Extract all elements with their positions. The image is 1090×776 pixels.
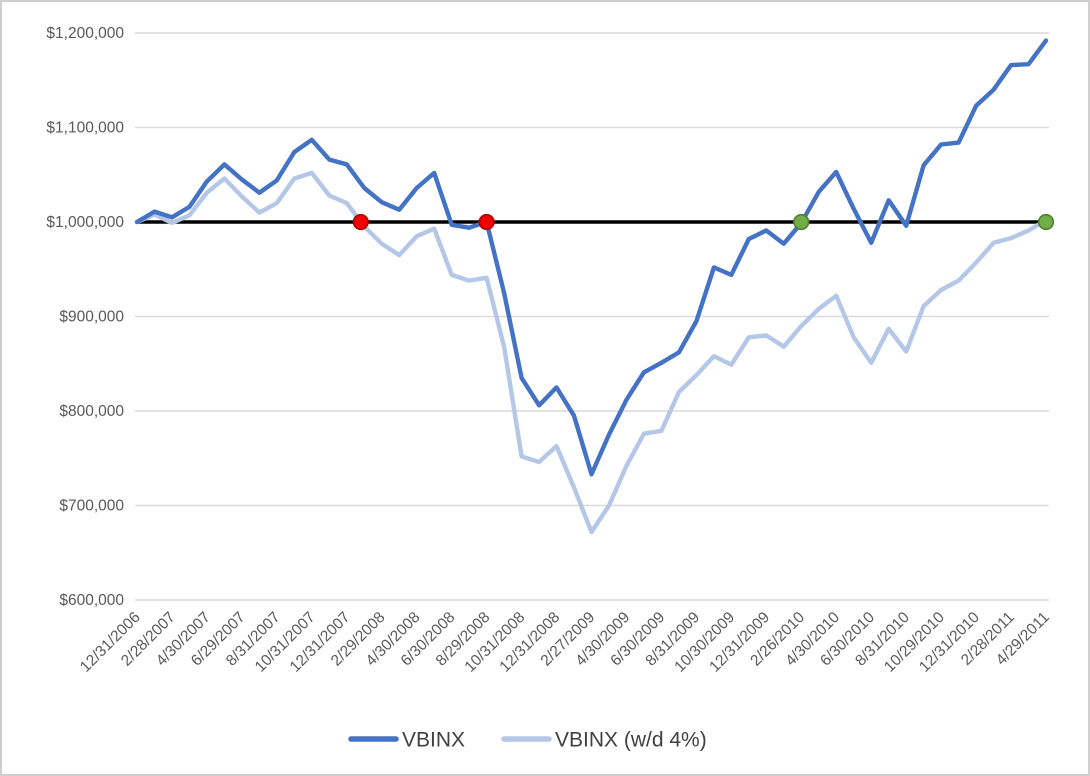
y-axis-tick-label: $1,100,000 bbox=[46, 120, 124, 137]
y-axis-tick-label: $800,000 bbox=[59, 403, 124, 420]
y-axis-tick-label: $1,200,000 bbox=[46, 25, 124, 42]
y-axis-tick-label: $700,000 bbox=[59, 498, 124, 515]
series-lines-group bbox=[134, 38, 1049, 535]
y-axis-tick-label: $600,000 bbox=[59, 592, 124, 609]
crossing-markers-group bbox=[352, 213, 1055, 231]
legend-label-vbinx: VBINX bbox=[402, 729, 465, 752]
crossing-marker-red-1 bbox=[352, 213, 369, 231]
crossing-marker-green-2 bbox=[1037, 213, 1055, 231]
series-line-vbinx bbox=[134, 38, 1049, 477]
y-axis-tick-label: $1,000,000 bbox=[46, 214, 124, 231]
legend-label-vbinx-w-d-4-: VBINX (w/d 4%) bbox=[555, 729, 707, 752]
y-axis-labels-group: $600,000 $700,000 $800,000 $900,000 $1,000,0… bbox=[46, 25, 124, 609]
gridlines-group bbox=[135, 32, 1049, 601]
x-axis-labels-group: 12/31/20062/28/20074/30/20076/29/20078/3… bbox=[77, 609, 1053, 676]
series-line-vbinx-w-d-4- bbox=[134, 170, 1049, 535]
y-axis-tick-label: $900,000 bbox=[59, 309, 124, 326]
crossing-marker-red-2 bbox=[478, 213, 495, 231]
crossing-marker-green-1 bbox=[793, 213, 810, 231]
legend-group: VBINX VBINX (w/d 4%) bbox=[348, 729, 707, 752]
